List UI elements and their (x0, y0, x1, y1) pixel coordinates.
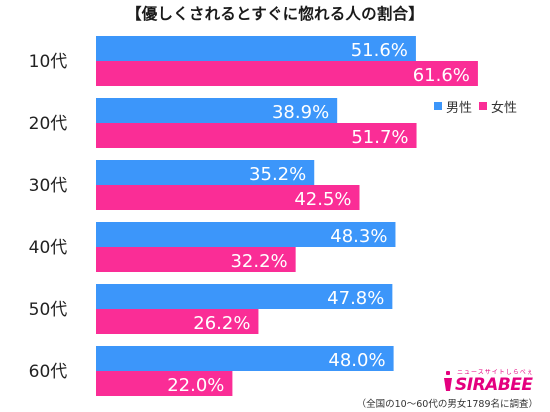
legend-swatch-female (479, 102, 488, 110)
chart-title: 【優しくされるとすぐに惚れる人の割合】 (126, 5, 424, 23)
bar-female (96, 185, 360, 210)
survey-footnote: （全国の10〜60代の男女1789名に調査） (356, 399, 538, 410)
bar-male (96, 98, 338, 123)
logo-subtitle: ニュースサイトしらべぇ (457, 369, 534, 376)
legend: 男性 女性 (432, 95, 534, 117)
bar-male (96, 160, 315, 185)
category-label: 50代 (29, 300, 68, 320)
value-label-female: 32.2% (230, 251, 287, 272)
bar-male (96, 346, 394, 371)
value-label-female: 26.2% (193, 313, 250, 334)
value-label-female: 42.5% (294, 189, 351, 210)
bar-male (96, 36, 416, 61)
category-label: 20代 (29, 114, 68, 134)
logo-mark-icon (444, 371, 452, 391)
bar-female (96, 247, 296, 272)
value-label-female: 61.6% (413, 65, 470, 86)
value-label-female: 51.7% (351, 127, 408, 148)
sirabee-logo: ニュースサイトしらべぇ SIRABEE (441, 367, 538, 395)
value-label-male: 48.0% (328, 350, 385, 371)
bars-layer: 10代 51.6%61.6% 20代 38.9% 51.7% 30代 35.2% 42.5% 4… (29, 36, 478, 396)
value-label-male: 47.8% (327, 288, 384, 309)
value-label-male: 38.9% (272, 102, 329, 123)
bar-female (96, 309, 259, 334)
value-label-male: 51.6% (351, 40, 408, 61)
category-label: 30代 (29, 176, 68, 196)
logo-text: SIRABEE (455, 375, 533, 395)
category-label: 10代 (29, 52, 68, 72)
category-label: 60代 (29, 362, 68, 382)
bar-female (96, 371, 233, 396)
bar-female (96, 123, 417, 148)
value-label-male: 35.2% (249, 164, 306, 185)
legend-label-female: 女性 (491, 100, 518, 116)
legend-swatch-male (434, 102, 442, 110)
value-label-male: 48.3% (330, 226, 387, 247)
bar-female (96, 61, 478, 86)
category-label: 40代 (29, 238, 68, 258)
legend-label-male: 男性 (446, 100, 473, 116)
bar-male (96, 222, 396, 247)
value-label-female: 22.0% (167, 375, 224, 396)
bar-male (96, 284, 393, 309)
